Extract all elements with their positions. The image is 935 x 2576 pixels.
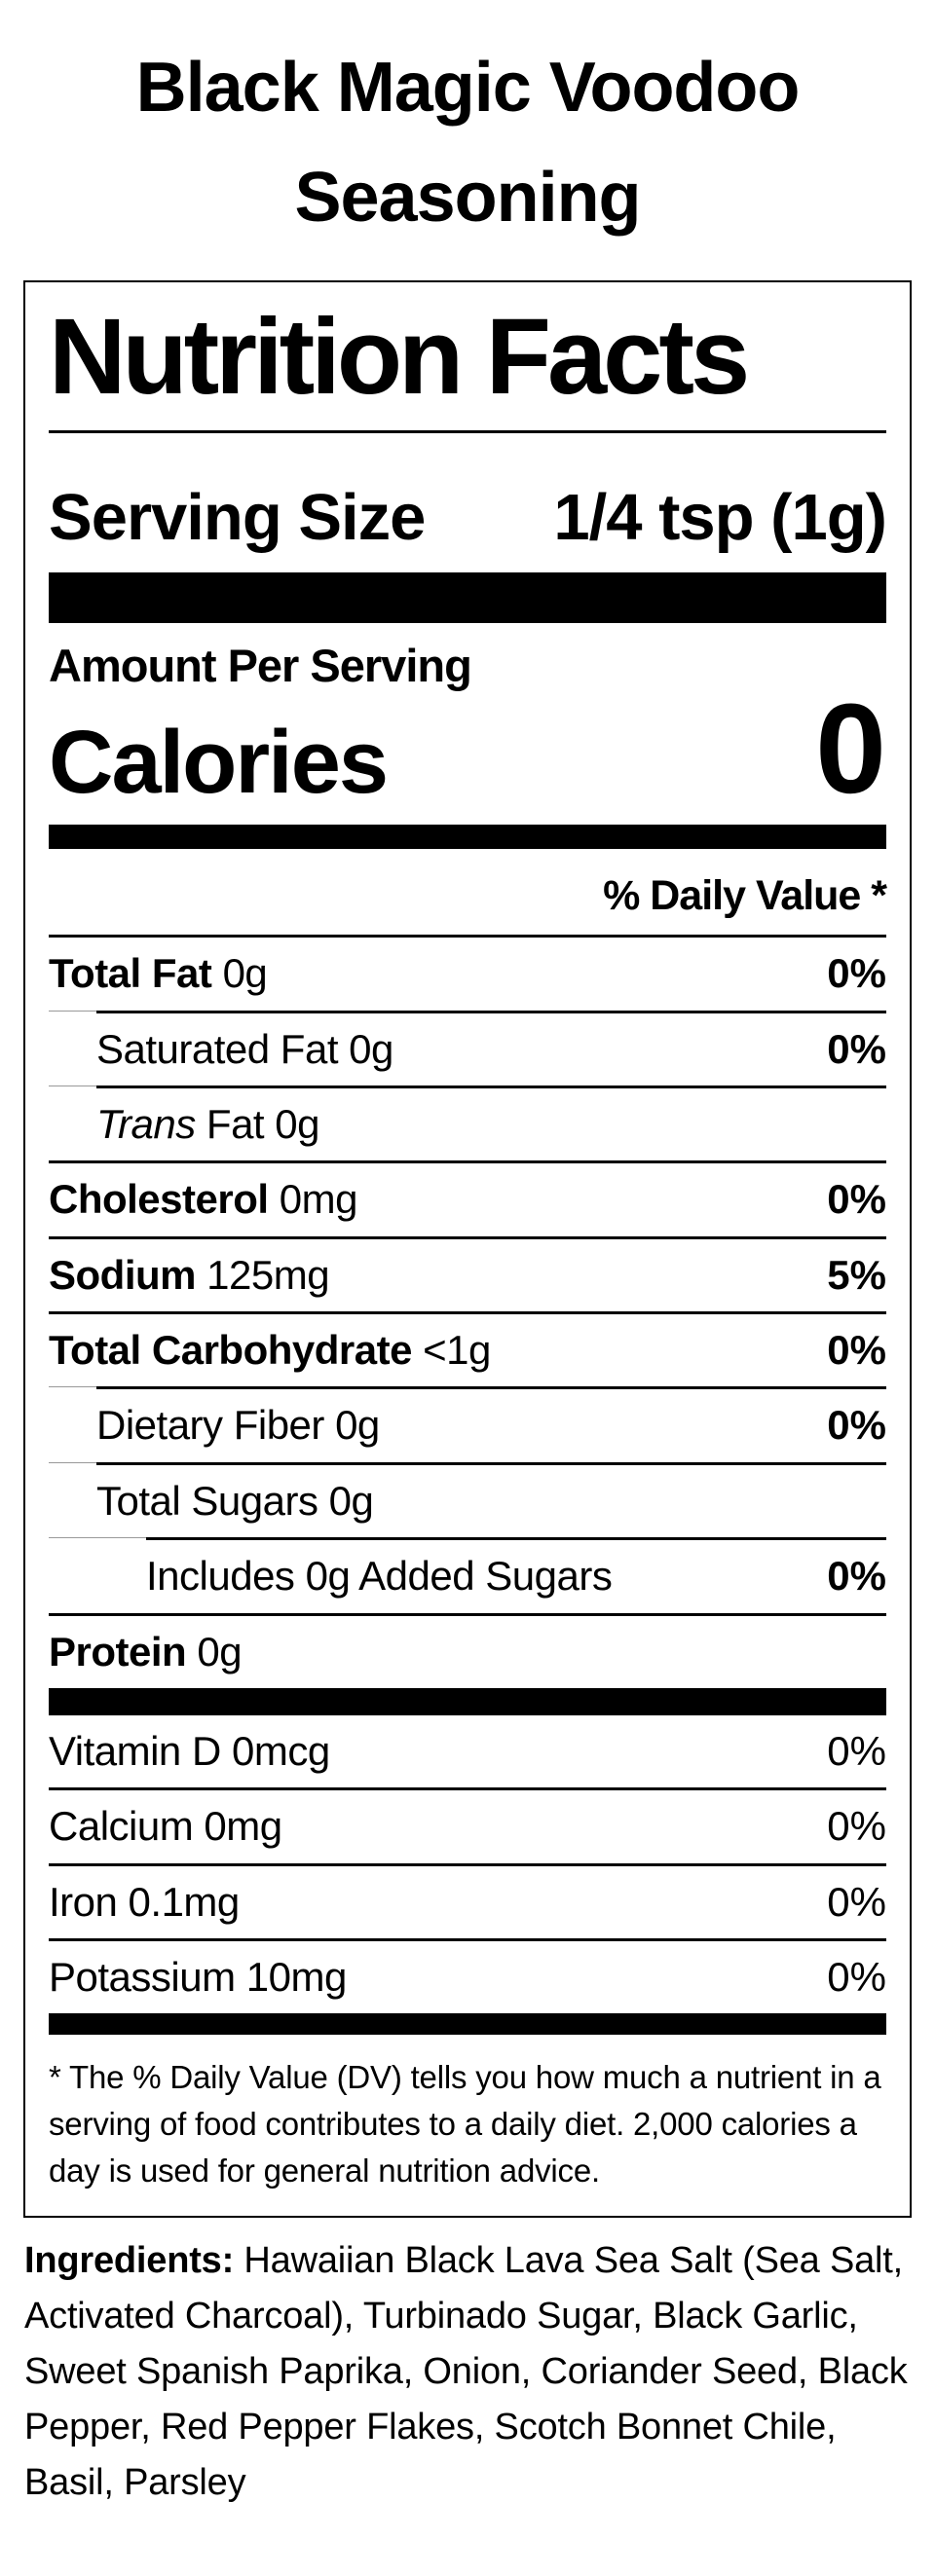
calories-value: 0: [815, 677, 886, 821]
nutrient-row-protein: Protein 0g: [49, 1616, 886, 1688]
separator: [49, 1086, 886, 1089]
nutrient-name: Sodium: [49, 1251, 197, 1298]
nutrient-row-cholesterol: Cholesterol 0mg 0%: [49, 1163, 886, 1235]
nutrient-row-total-fat: Total Fat 0g 0%: [49, 938, 886, 1010]
micronutrient-row-potassium: Potassium 10mg 0%: [49, 1941, 886, 2013]
nutrient-amount: 0g: [197, 1628, 243, 1674]
separator: [49, 1010, 886, 1013]
ingredients-label: Ingredients:: [24, 2240, 235, 2282]
nutrient-amount: 10mg: [245, 1953, 348, 2000]
separator: [49, 1235, 886, 1239]
nutrient-dv: 0%: [827, 1327, 886, 1374]
nutrient-dv: 0%: [827, 1953, 886, 2000]
nutrient-dv: 0%: [827, 1878, 886, 1925]
nutrition-label: Nutrition Facts Serving Size 1/4 tsp (1g…: [23, 280, 912, 2219]
ingredients: Ingredients: Hawaiian Black Lava Sea Sal…: [24, 2233, 911, 2511]
micronutrient-row-vitamin-d: Vitamin D 0mcg 0%: [49, 1715, 886, 1787]
separator: [49, 1937, 886, 1941]
nutrient-amount: Fat 0g: [206, 1101, 320, 1148]
serving-size-label: Serving Size: [49, 481, 426, 555]
micronutrient-row-calcium: Calcium 0mg 0%: [49, 1790, 886, 1862]
nutrient-name: Cholesterol: [49, 1176, 269, 1223]
nutrient-name: Dietary Fiber: [96, 1402, 324, 1449]
product-title-line2: Seasoning: [294, 159, 641, 237]
micronutrient-row-iron: Iron 0.1mg 0%: [49, 1866, 886, 1938]
nutrient-amount: 0.1mg: [128, 1878, 241, 1925]
serving-size-row: Serving Size 1/4 tsp (1g): [49, 480, 887, 555]
nutrient-dv: 0%: [827, 1176, 886, 1223]
nutrient-amount: 125mg: [206, 1251, 330, 1298]
heading-rule: [49, 430, 886, 434]
separator: [49, 1461, 886, 1465]
nutrient-name: Trans: [96, 1101, 196, 1148]
separator: [49, 1862, 886, 1866]
nutrient-row-trans-fat: Trans Fat 0g: [49, 1088, 886, 1160]
nutrient-amount: 0mg: [279, 1176, 358, 1223]
nutrient-name: Total Carbohydrate: [49, 1327, 412, 1374]
nutrient-name: Total Fat: [49, 950, 212, 997]
thick-bar-protein: [49, 1687, 886, 1715]
nutrient-row-sodium: Sodium 125mg 5%: [49, 1239, 886, 1311]
nutrient-dv: 0%: [827, 950, 886, 997]
thick-bar-footnote: [49, 2013, 886, 2036]
nutrient-name: Includes 0g Added Sugars: [146, 1553, 613, 1600]
nutrient-dv: 0%: [827, 1025, 886, 1072]
separator: [49, 1612, 886, 1616]
separator: [49, 1537, 886, 1541]
nutrient-amount: 0mcg: [231, 1727, 330, 1774]
nutrient-dv: 0%: [827, 1553, 886, 1600]
product-title: Black Magic Voodoo Seasoning: [0, 0, 935, 253]
nutrient-amount: 0g: [349, 1025, 393, 1072]
thick-bar-serving: [49, 572, 886, 624]
separator: [49, 1386, 886, 1390]
thick-bar-calories: [49, 825, 886, 850]
nutrient-amount: <1g: [423, 1327, 491, 1374]
daily-value-rule: [49, 935, 886, 938]
nutrient-row-saturated-fat: Saturated Fat 0g 0%: [49, 1013, 886, 1086]
nutrient-amount: 0g: [222, 950, 268, 997]
daily-value-footnote: * The % Daily Value (DV) tells you how m…: [49, 2059, 881, 2190]
serving-size-value: 1/4 tsp (1g): [553, 481, 887, 555]
nutrient-name: Potassium: [49, 1953, 236, 2000]
ingredients-text: Hawaiian Black Lava Sea Salt (Sea Salt, …: [24, 2240, 908, 2504]
separator: [49, 1160, 886, 1164]
nutrient-name: Iron: [49, 1878, 118, 1925]
nutrient-dv: 0%: [827, 1727, 886, 1774]
calories-label: Calories: [49, 713, 389, 813]
nutrient-dv: 0%: [827, 1803, 886, 1850]
nutrient-name: Vitamin D: [49, 1727, 221, 1774]
separator: [49, 1787, 886, 1791]
nutrient-amount: 0mg: [204, 1803, 282, 1850]
nutrient-row-total-sugars: Total Sugars 0g: [49, 1465, 886, 1537]
calories-row: Calories 0: [49, 677, 886, 821]
nutrient-name: Saturated Fat: [96, 1025, 338, 1072]
nutrient-name: Total Sugars: [96, 1477, 318, 1524]
product-title-line1: Black Magic Voodoo: [135, 49, 801, 127]
separator: [49, 1311, 886, 1315]
nutrient-name: Calcium: [49, 1803, 194, 1850]
nutrient-row-added-sugars: Includes 0g Added Sugars 0%: [49, 1540, 886, 1612]
nutrient-dv: 0%: [827, 1402, 886, 1449]
daily-value-header: % Daily Value *: [603, 872, 887, 920]
nutrient-amount: 0g: [335, 1402, 380, 1449]
nutrient-amount: 0g: [328, 1477, 374, 1524]
nutrient-row-total-carbohydrate: Total Carbohydrate <1g 0%: [49, 1314, 886, 1386]
amount-per-serving-label: Amount Per Serving: [49, 640, 472, 692]
nutrient-dv: 5%: [827, 1251, 886, 1298]
nutrition-facts-heading: Nutrition Facts: [49, 297, 750, 417]
nutrient-name: Protein: [49, 1628, 187, 1674]
nutrient-row-dietary-fiber: Dietary Fiber 0g 0%: [49, 1389, 886, 1461]
